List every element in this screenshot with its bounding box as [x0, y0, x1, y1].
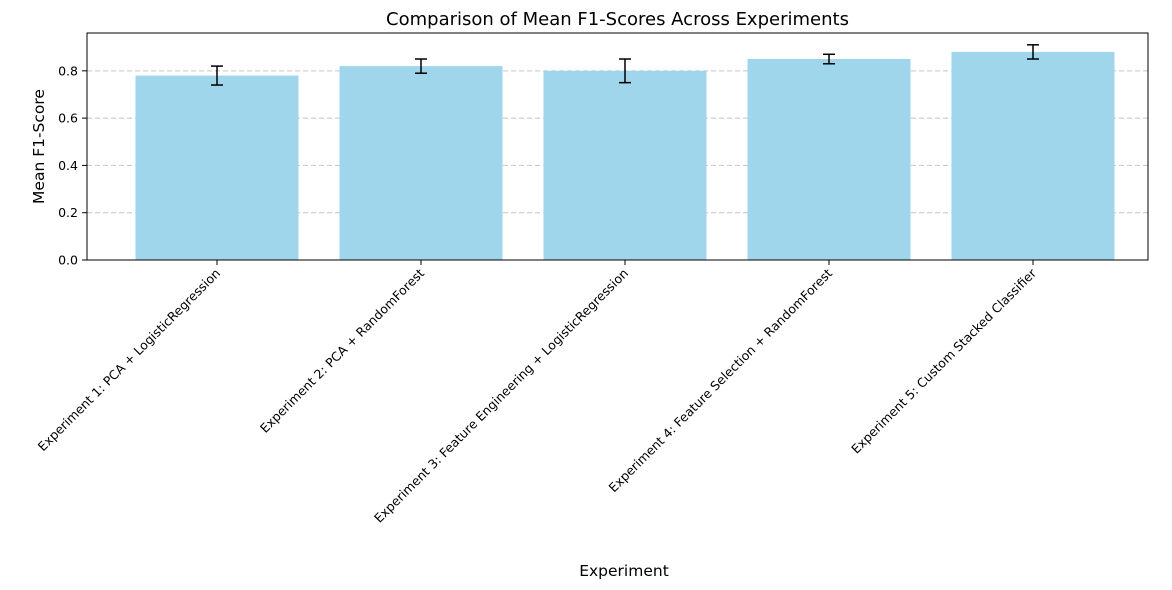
error-bar	[823, 53, 835, 65]
error-bar	[619, 58, 631, 84]
bars	[135, 51, 1115, 261]
x-tick-label: Experiment 2: PCA + RandomForest	[257, 265, 427, 435]
error-bar	[211, 65, 223, 86]
y-tick-label: 0.6	[58, 111, 78, 126]
x-tick-label: Experiment 4: Feature Selection + Random…	[606, 265, 836, 495]
y-tick-label: 0.2	[58, 205, 78, 220]
bar	[339, 66, 503, 261]
y-tick-label: 0.0	[58, 253, 78, 268]
bar	[951, 51, 1115, 260]
bar	[135, 75, 299, 260]
x-tick-label: Experiment 1: PCA + LogisticRegression	[35, 266, 223, 454]
x-axis-ticks: Experiment 1: PCA + LogisticRegression Ex…	[35, 260, 1040, 526]
plot-area-frame	[86, 32, 1149, 261]
error-bar	[1027, 44, 1039, 60]
x-tick-label: Experiment 5: Custom Stacked Classifier	[848, 265, 1040, 457]
error-bars	[211, 44, 1039, 86]
x-axis-label: Experiment	[579, 562, 669, 580]
error-bar	[415, 58, 427, 74]
y-axis-ticks: 0.0 0.2 0.4 0.6 0.8	[58, 63, 87, 268]
bar	[747, 59, 911, 260]
chart-title: Comparison of Mean F1-Scores Across Expe…	[386, 9, 849, 30]
y-tick-label: 0.4	[58, 158, 78, 173]
x-tick-label: Experiment 3: Feature Engineering + Logi…	[371, 266, 631, 526]
y-tick-label: 0.8	[58, 63, 78, 78]
y-axis-label: Mean F1-Score	[30, 89, 48, 204]
bar	[543, 70, 707, 260]
